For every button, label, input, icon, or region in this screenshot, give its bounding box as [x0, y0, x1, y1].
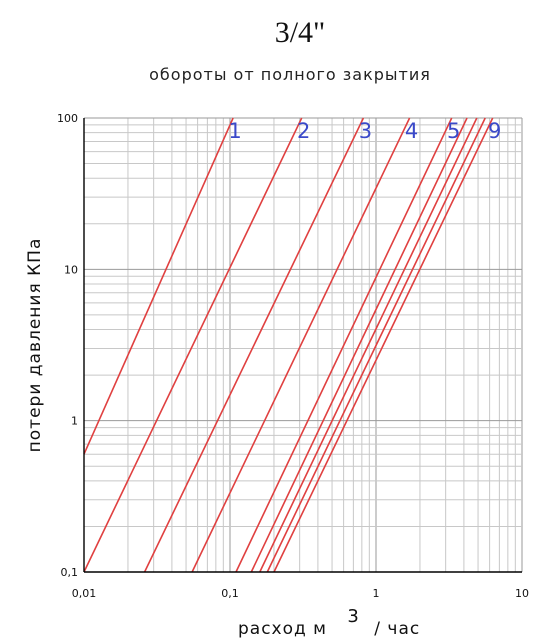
curve-label-3: 3 [359, 119, 372, 143]
y-tick-label: 1 [71, 415, 78, 428]
curve-line-4 [191, 117, 411, 573]
curve-line-5 [235, 117, 453, 573]
y-tick-label: 0,1 [61, 566, 79, 579]
curve-label-2: 2 [297, 119, 310, 143]
y-tick-label: 10 [64, 263, 78, 276]
y-axis-label: потери давления КПа [25, 238, 45, 453]
curve-line-1 [83, 117, 234, 455]
curve-label-5: 5 [447, 119, 460, 143]
curve-label-9: 9 [488, 119, 501, 143]
curve-line-2 [83, 117, 303, 573]
curve-labels: 1 2 3 4 5 9 [228, 119, 501, 143]
x-tick-label: 1 [373, 587, 380, 600]
curve-line-7 [259, 117, 478, 573]
curve-line-3 [143, 117, 365, 573]
chart-subtitle: обороты от полного закрытия [149, 65, 431, 84]
x-axis-label-superscript: 3 [347, 606, 359, 627]
x-axis-label-main: расход м [238, 619, 327, 639]
curve-line-8 [266, 117, 486, 573]
chart-title: 3/4" [275, 16, 326, 49]
curve-line-6 [250, 117, 468, 573]
curve-line-9 [273, 117, 494, 573]
plot-curves [83, 117, 494, 573]
x-axis-label: расход м 3 / час [238, 606, 420, 639]
curve-label-1: 1 [228, 119, 241, 143]
axis-ticks: 0,01 0,1 1 10 0,1 1 10 100 [57, 112, 529, 600]
y-tick-label: 100 [57, 112, 78, 125]
x-axis-label-tail: / час [374, 619, 420, 639]
x-tick-label: 10 [515, 587, 529, 600]
x-tick-label: 0,01 [72, 587, 97, 600]
plot-grid [83, 117, 523, 573]
curve-label-4: 4 [405, 119, 418, 143]
x-tick-label: 0,1 [221, 587, 239, 600]
